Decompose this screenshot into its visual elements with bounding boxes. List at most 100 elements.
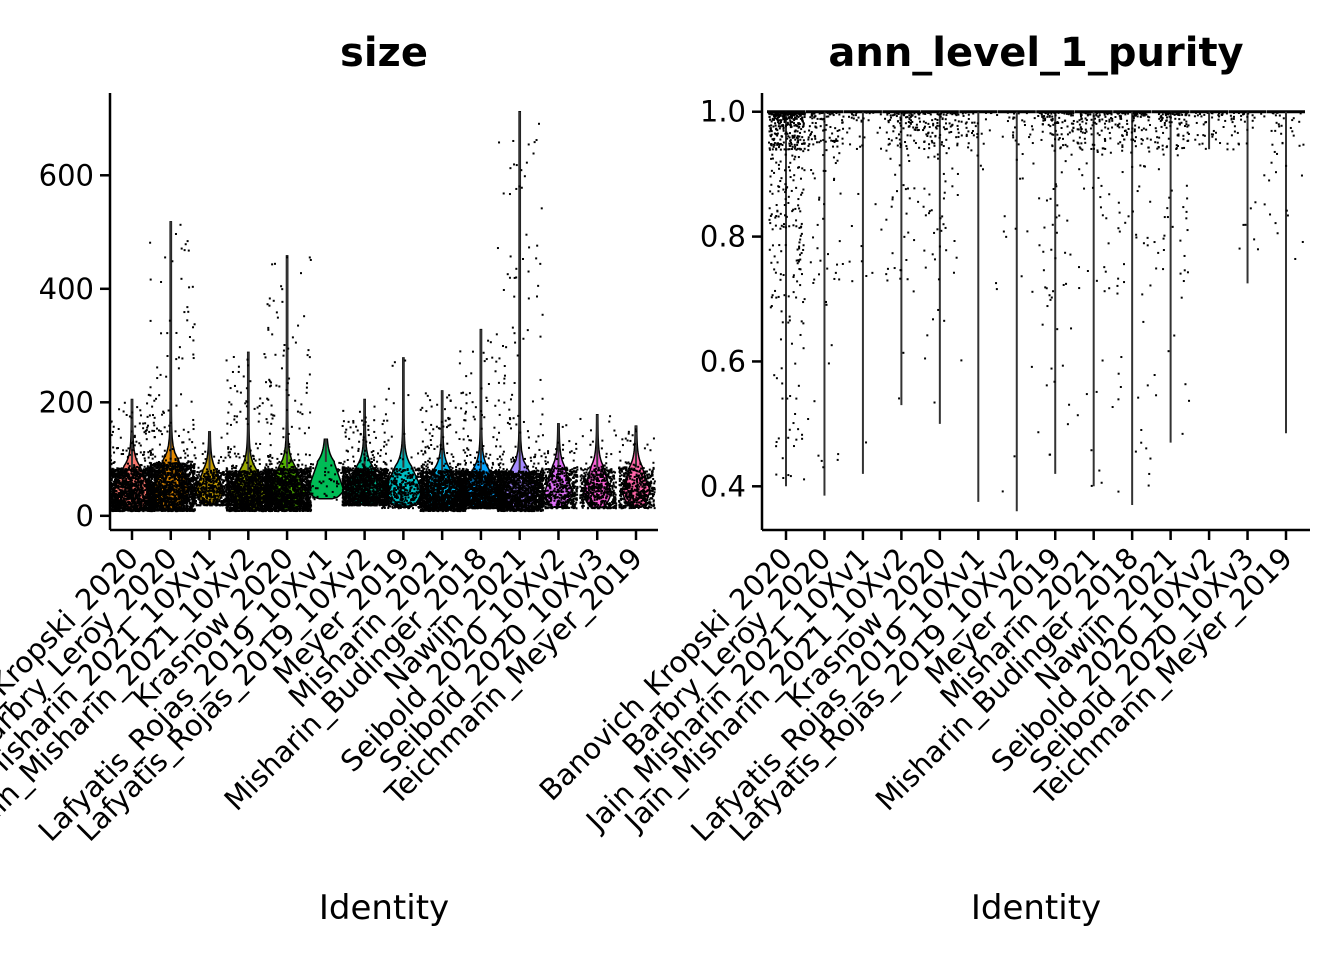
- data-point: [182, 509, 185, 512]
- data-point: [165, 464, 168, 467]
- data-point: [235, 470, 238, 473]
- data-point: [199, 475, 202, 478]
- data-point: [125, 477, 128, 480]
- data-point: [165, 468, 168, 471]
- data-point: [191, 495, 194, 498]
- data-point: [191, 285, 194, 288]
- data-point: [177, 494, 180, 497]
- data-point: [113, 471, 116, 474]
- data-point: [259, 397, 262, 400]
- data-point: [123, 503, 126, 506]
- data-point: [157, 482, 160, 485]
- data-point: [110, 502, 113, 505]
- data-point: [220, 478, 223, 481]
- data-point: [143, 500, 146, 503]
- data-point: [193, 502, 196, 505]
- data-point: [190, 503, 193, 506]
- data-point: [140, 504, 143, 507]
- data-point: [256, 447, 259, 450]
- data-point: [171, 479, 174, 482]
- data-point: [152, 483, 155, 486]
- data-point: [203, 501, 206, 504]
- data-point: [169, 472, 172, 475]
- data-point: [157, 493, 160, 496]
- data-point: [118, 408, 121, 411]
- data-point: [224, 493, 227, 496]
- data-point: [193, 463, 196, 466]
- data-point: [179, 497, 182, 500]
- data-point: [132, 509, 135, 512]
- data-point: [191, 466, 194, 469]
- data-point: [150, 472, 153, 475]
- data-point: [159, 484, 162, 487]
- data-point: [117, 499, 120, 502]
- data-point: [142, 453, 145, 456]
- data-point: [183, 498, 186, 501]
- data-point: [140, 480, 143, 483]
- data-point: [154, 497, 157, 500]
- data-point: [207, 487, 210, 490]
- data-point: [254, 491, 257, 494]
- data-point: [144, 489, 147, 492]
- data-point: [152, 485, 155, 488]
- data-point: [163, 508, 166, 511]
- data-point: [124, 480, 127, 483]
- data-point: [111, 492, 114, 495]
- data-point: [216, 468, 219, 471]
- data-point: [180, 498, 183, 501]
- data-point: [172, 489, 175, 492]
- data-point: [185, 483, 188, 486]
- data-point: [130, 510, 133, 513]
- data-point: [194, 457, 197, 460]
- size-jitter-points: [109, 122, 656, 513]
- data-point: [122, 504, 125, 507]
- data-point: [186, 473, 189, 476]
- data-point: [152, 421, 155, 424]
- data-point: [187, 497, 190, 500]
- data-point: [179, 476, 182, 479]
- data-point: [179, 502, 182, 505]
- data-point: [146, 474, 149, 477]
- data-point: [149, 319, 152, 322]
- data-point: [184, 452, 187, 455]
- data-point: [150, 490, 153, 493]
- data-point: [146, 492, 149, 495]
- data-point: [175, 493, 178, 496]
- data-point: [165, 502, 168, 505]
- data-point: [152, 463, 155, 466]
- data-point: [191, 498, 194, 501]
- data-point: [151, 473, 154, 476]
- data-point: [259, 494, 262, 497]
- data-point: [259, 491, 262, 494]
- data-point: [146, 495, 149, 498]
- data-point: [188, 465, 191, 468]
- data-point: [228, 401, 231, 404]
- data-point: [155, 475, 158, 478]
- data-point: [220, 456, 223, 459]
- data-point: [233, 445, 236, 448]
- data-point: [183, 500, 186, 503]
- data-point: [252, 479, 255, 482]
- data-point: [260, 506, 263, 509]
- data-point: [168, 424, 171, 427]
- data-point: [262, 471, 265, 474]
- data-point: [189, 465, 192, 468]
- data-point: [149, 453, 152, 456]
- data-point: [194, 499, 197, 502]
- data-point: [123, 486, 126, 489]
- data-point: [176, 472, 179, 475]
- data-point: [247, 364, 250, 367]
- data-point: [156, 477, 159, 480]
- data-point: [132, 497, 135, 500]
- data-point: [142, 509, 145, 512]
- data-point: [188, 483, 191, 486]
- data-point: [153, 468, 156, 471]
- data-point: [171, 472, 174, 475]
- data-point: [185, 475, 188, 478]
- data-point: [111, 494, 114, 497]
- data-point: [173, 476, 176, 479]
- data-point: [129, 479, 132, 482]
- data-point: [145, 472, 148, 475]
- data-point: [233, 418, 236, 421]
- data-point: [226, 479, 229, 482]
